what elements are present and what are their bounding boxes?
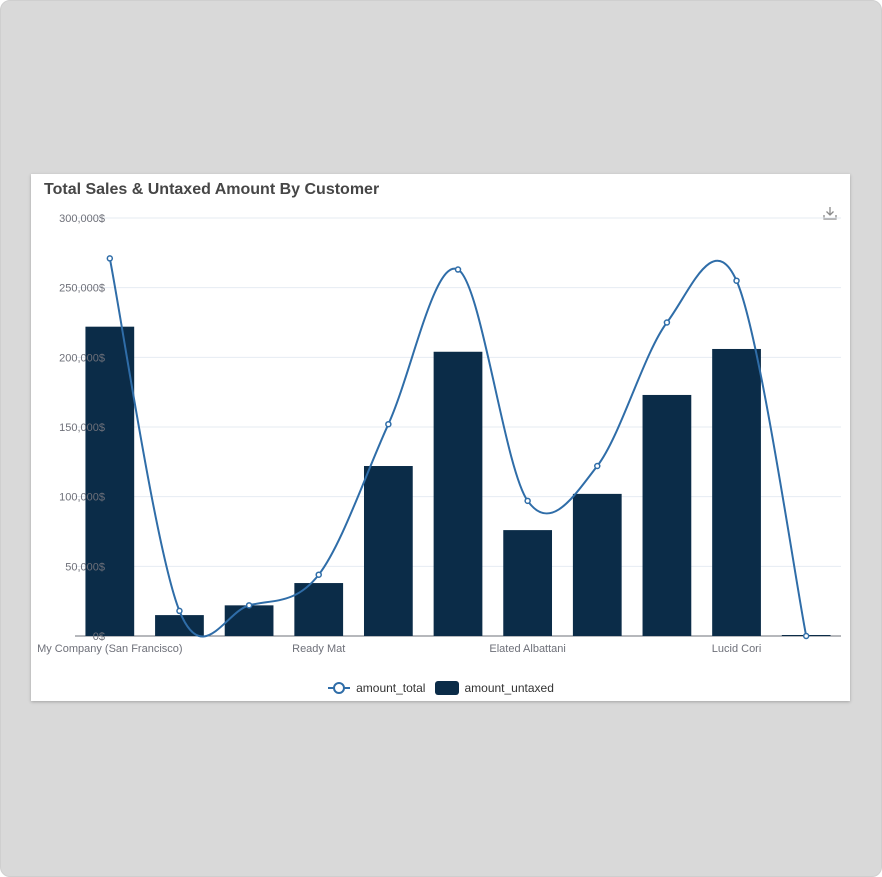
point-amount-total[interactable]	[385, 420, 392, 428]
download-icon[interactable]	[822, 205, 838, 221]
legend-line-swatch	[328, 682, 351, 694]
legend-item-amount-total[interactable]: amount_total	[327, 681, 425, 695]
bar-amount-untaxed[interactable]	[433, 351, 483, 636]
y-tick-label: 200,000$	[59, 352, 105, 364]
legend-label-amount-untaxed: amount_untaxed	[464, 681, 554, 695]
y-tick-label: 0$	[93, 631, 105, 643]
chart-legend: amount_total amount_untaxed	[31, 681, 850, 695]
y-tick-label: 150,000$	[59, 422, 105, 434]
bar-amount-untaxed[interactable]	[572, 493, 622, 636]
bar-amount-untaxed[interactable]	[642, 394, 692, 636]
bar-amount-untaxed[interactable]	[224, 605, 274, 636]
y-tick-label: 100,000$	[59, 492, 105, 504]
point-amount-total[interactable]	[733, 277, 740, 284]
bar-amount-untaxed[interactable]	[503, 530, 553, 636]
chart-title: Total Sales & Untaxed Amount By Customer	[44, 181, 380, 198]
point-amount-total[interactable]	[524, 497, 531, 505]
legend-item-amount-untaxed[interactable]: amount_untaxed	[435, 681, 554, 695]
x-tick-label: Lucid Cori	[712, 643, 762, 655]
point-amount-total[interactable]	[106, 255, 114, 262]
legend-label-amount-total: amount_total	[356, 681, 426, 695]
legend-bar-swatch	[435, 681, 460, 695]
chart-plot-area: 0$ 50,000$ 100,000$ 150,000$ 200,000$ 250,000…	[37, 213, 841, 655]
x-tick-label: Elated Albattani	[489, 643, 565, 655]
bar-amount-untaxed[interactable]	[155, 615, 204, 636]
point-amount-total[interactable]	[594, 462, 601, 470]
point-amount-total[interactable]	[454, 266, 462, 273]
point-amount-total[interactable]	[245, 602, 253, 609]
bar-amount-untaxed[interactable]	[85, 326, 135, 636]
chart-card: Total Sales & Untaxed Amount By Customer…	[31, 174, 850, 701]
x-tick-label: Ready Mat	[292, 643, 345, 655]
x-tick-label: My Company (San Francisco)	[37, 643, 183, 655]
bar-amount-untaxed[interactable]	[363, 466, 413, 636]
point-amount-total[interactable]	[802, 632, 810, 640]
y-tick-label: 300,000$	[59, 213, 105, 225]
bar-amount-untaxed[interactable]	[294, 583, 344, 636]
point-amount-total[interactable]	[315, 571, 322, 578]
y-tick-label: 250,000$	[59, 283, 105, 295]
point-amount-total[interactable]	[663, 319, 671, 326]
y-tick-label: 50,000$	[65, 561, 105, 573]
point-amount-total[interactable]	[176, 607, 183, 615]
line-amount-total	[108, 258, 808, 638]
bar-amount-untaxed[interactable]	[712, 348, 761, 636]
